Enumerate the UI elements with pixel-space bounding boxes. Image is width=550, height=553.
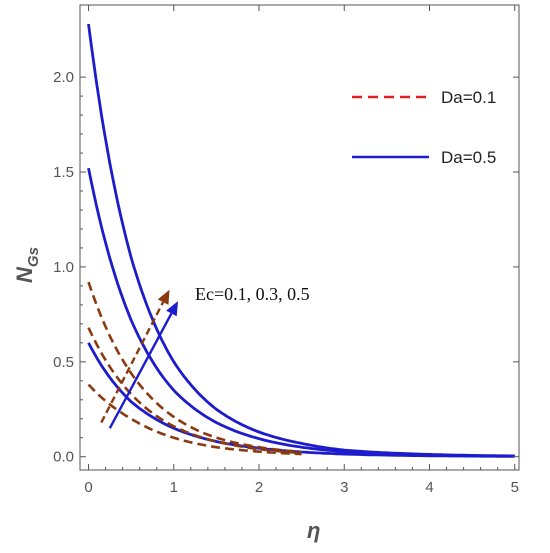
legend-label-da-0-5: Da=0.5 bbox=[441, 148, 496, 167]
y-tick-label: 0.0 bbox=[53, 449, 74, 466]
x-tick-label: 3 bbox=[340, 479, 348, 496]
ec-arrow-shaft-1 bbox=[100, 301, 165, 424]
y-tick-label: 2.0 bbox=[53, 69, 74, 86]
legend: Da=0.1 Da=0.5 bbox=[352, 88, 496, 167]
x-tick-label: 5 bbox=[511, 479, 519, 496]
x-tick-label: 4 bbox=[425, 479, 433, 496]
x-axis-label: η bbox=[307, 518, 320, 543]
ec-arrow-shaft-2 bbox=[108, 312, 173, 429]
x-tick-label: 1 bbox=[170, 479, 178, 496]
tick-layer: 0 1 2 3 4 5 0.0 0.5 1.0 1.5 2.0 bbox=[53, 5, 519, 496]
legend-label-da-0-1: Da=0.1 bbox=[441, 88, 496, 107]
y-axis-label: NGs bbox=[12, 247, 42, 283]
series-line-da-0-1-6 bbox=[87, 383, 302, 456]
ec-arrow-head-2 bbox=[166, 301, 179, 317]
y-axis-label-subscript: Gs bbox=[25, 247, 42, 267]
x-tick-label: 0 bbox=[84, 479, 92, 496]
y-tick-label: 1.0 bbox=[53, 259, 74, 276]
ec-annotation: Ec=0.1, 0.3, 0.5 bbox=[195, 284, 310, 304]
plot-frame bbox=[79, 4, 520, 471]
arrow-layer bbox=[100, 289, 179, 429]
x-tick-label: 2 bbox=[255, 479, 263, 496]
y-tick-label: 1.5 bbox=[53, 164, 74, 181]
y-axis-label-main: N bbox=[12, 266, 37, 283]
series-layer bbox=[87, 23, 515, 458]
series-line-da-0-5-2 bbox=[87, 167, 515, 458]
series-line-da-0-1-5 bbox=[87, 327, 302, 455]
ec-arrow-head-1 bbox=[157, 289, 170, 305]
y-tick-label: 0.5 bbox=[53, 354, 74, 371]
series-line-da-0-1-4 bbox=[87, 281, 302, 454]
